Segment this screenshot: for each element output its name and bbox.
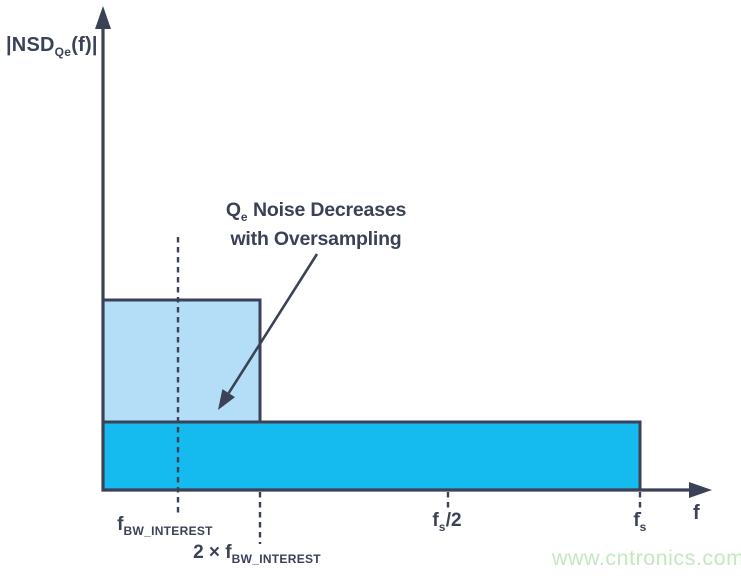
y-axis-label: |NSDQe(f)| (6, 34, 98, 59)
y-axis-label-sub: Qe (54, 45, 72, 59)
x-axis-arrowhead-icon (689, 482, 712, 498)
nyquist-noise-band (101, 298, 262, 424)
annotation-arrowhead-icon (218, 389, 235, 410)
annotation-line1: Qe Noise Decreases (225, 199, 407, 224)
x-axis-label: f (693, 502, 700, 524)
oversampled-noise-band (101, 420, 642, 492)
annotation-line2: with Oversampling (230, 228, 402, 250)
annotation-arrow-line (227, 253, 319, 394)
tick-2x-f-bw-interest: 2 × fBW_INTEREST (193, 542, 321, 566)
tick-f-bw-interest: fBW_INTEREST (117, 514, 213, 538)
annotation-text: Qe Noise Decreases with Oversampling (226, 199, 406, 250)
tick-fs: fs (633, 510, 647, 534)
y-axis-arrowhead-icon (95, 6, 111, 29)
watermark-text: www.cntronics.com (552, 546, 741, 570)
tick-fs-over-2: fs/2 (432, 510, 462, 534)
y-axis-label-post: (f)| (71, 34, 98, 56)
y-axis-label-pre: |NSD (6, 34, 55, 56)
